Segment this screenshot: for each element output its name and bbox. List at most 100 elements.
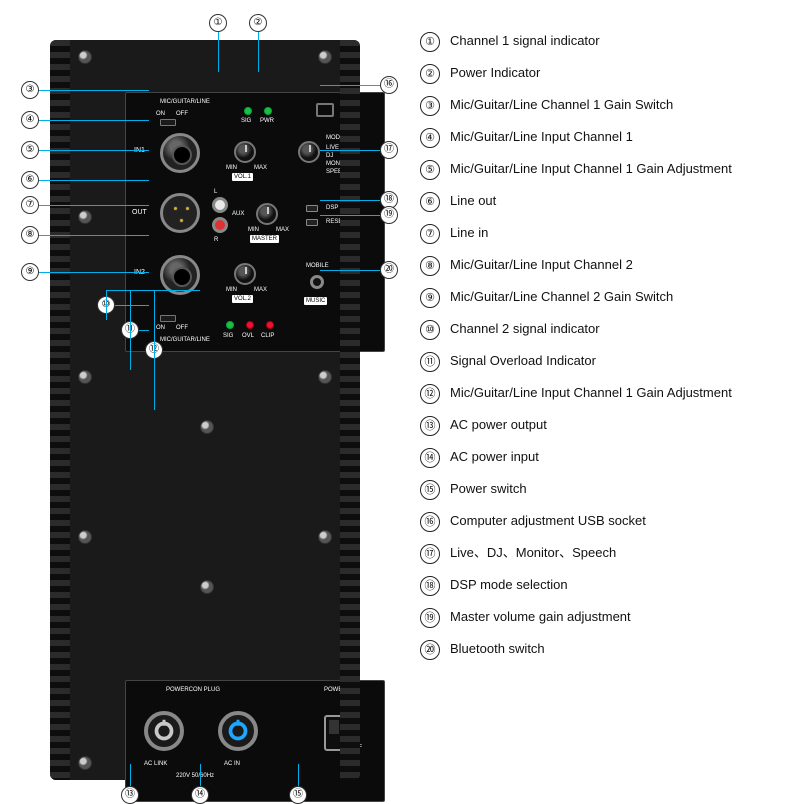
legend-text: Mic/Guitar/Line Channel 2 Gain Switch xyxy=(450,288,780,303)
power-panel: POWERCON PLUG POWER AC LINK AC IN 220V 5… xyxy=(125,680,385,802)
legend-text: Line in xyxy=(450,224,780,239)
legend-number: ⑧ xyxy=(420,256,440,276)
legend-row: ② Power Indicator xyxy=(420,64,780,84)
legend-row: ③ Mic/Guitar/Line Channel 1 Gain Switch xyxy=(420,96,780,116)
legend-row: ⑮Power switch xyxy=(420,480,780,500)
gain-switch-1 xyxy=(160,119,176,126)
gain-switch-2 xyxy=(160,315,176,322)
reset-button xyxy=(306,219,318,226)
legend-row: ⑩Channel 2 signal indicator xyxy=(420,320,780,340)
ovl-led xyxy=(246,321,254,329)
legend-row: ④Mic/Guitar/Line Input Channel 1 xyxy=(420,128,780,148)
legend-number: ⑫ xyxy=(420,384,440,404)
leader-line xyxy=(258,32,259,72)
legend-text: Bluetooth switch xyxy=(450,640,780,655)
callout-number: ⑯ xyxy=(380,76,398,94)
legend-text: Channel 1 signal indicator xyxy=(450,32,780,47)
leader-line xyxy=(39,205,149,206)
legend-number: ⑰ xyxy=(420,544,440,564)
callout-number: ⑭ xyxy=(191,786,209,804)
leader-line xyxy=(39,150,149,151)
legend-text: AC power output xyxy=(450,416,780,431)
callout-number: ⑬ xyxy=(121,786,139,804)
legend-text: Mic/Guitar/Line Input Channel 1 Gain Adj… xyxy=(450,160,780,175)
leader-line xyxy=(39,120,149,121)
legend-number: ⑯ xyxy=(420,512,440,532)
legend-text: AC power input xyxy=(450,448,780,463)
leader-line xyxy=(154,350,155,410)
legend-row: ⑳ Bluetooth switch xyxy=(420,640,780,660)
leader-line xyxy=(115,305,149,306)
leader-line xyxy=(39,90,149,91)
leader-line xyxy=(39,272,149,273)
legend-number: ⑲ xyxy=(420,608,440,628)
legend-text: Mic/Guitar/Line Input Channel 2 xyxy=(450,256,780,271)
legend-text: Power Indicator xyxy=(450,64,780,79)
legend-text: Mic/Guitar/Line Channel 1 Gain Switch xyxy=(450,96,780,111)
legend-row: ⑦ Line in xyxy=(420,224,780,244)
leader-line xyxy=(320,215,380,216)
leader-line xyxy=(320,270,380,271)
legend-row: ⑬ AC power output xyxy=(420,416,780,436)
legend-row: ⑧ Mic/Guitar/Line Input Channel 2 xyxy=(420,256,780,276)
sig1-led xyxy=(244,107,252,115)
legend-number: ② xyxy=(420,64,440,84)
leader-line xyxy=(106,290,107,305)
callout-number: ② xyxy=(249,14,267,32)
legend-number: ⑳ xyxy=(420,640,440,660)
usb-socket xyxy=(316,103,334,117)
legend-number: ① xyxy=(420,32,440,52)
callout-number: ⑨ xyxy=(21,263,39,281)
control-panel-top: MIC/GUITAR/LINE ON OFF SIG PWR DSP TO PC… xyxy=(125,92,385,352)
legend-text: Power switch xyxy=(450,480,780,495)
callout-number: ⑦ xyxy=(21,196,39,214)
legend-row: ⑰ Live、DJ、Monitor、Speech xyxy=(420,544,780,564)
legend-text: Computer adjustment USB socket xyxy=(450,512,780,527)
leader-line xyxy=(320,200,380,201)
line-out-xlr xyxy=(160,193,200,233)
vol1-knob xyxy=(234,141,256,163)
ac-in xyxy=(218,711,258,751)
callout-number: ③ xyxy=(21,81,39,99)
legend-row: ⑫Mic/Guitar/Line Input Channel 1 Gain Ad… xyxy=(420,384,780,404)
aux-l-rca xyxy=(212,197,228,213)
legend-row: ⑱ DSP mode selection xyxy=(420,576,780,596)
leader-line xyxy=(200,764,201,786)
input-2-combo xyxy=(160,255,200,295)
legend-number: ⑨ xyxy=(420,288,440,308)
leader-line xyxy=(139,330,149,331)
aux-r-rca xyxy=(212,217,228,233)
legend-row: ⑥Line out xyxy=(420,192,780,212)
legend-text: Mic/Guitar/Line Input Channel 1 xyxy=(450,128,780,143)
legend-number: ③ xyxy=(420,96,440,116)
amp-plate: MIC/GUITAR/LINE ON OFF SIG PWR DSP TO PC… xyxy=(50,40,360,780)
mode-knob xyxy=(298,141,320,163)
legend-number: ⑬ xyxy=(420,416,440,436)
leader-line xyxy=(39,180,149,181)
legend-number: ⑱ xyxy=(420,576,440,596)
master-knob xyxy=(256,203,278,225)
leader-line xyxy=(106,305,107,320)
legend-text: DSP mode selection xyxy=(450,576,780,591)
bluetooth-jack xyxy=(310,275,324,289)
legend-text: Live、DJ、Monitor、Speech xyxy=(450,544,780,559)
legend-row: ⑨ Mic/Guitar/Line Channel 2 Gain Switch xyxy=(420,288,780,308)
callout-number: ⑧ xyxy=(21,226,39,244)
legend-number: ⑭ xyxy=(420,448,440,468)
legend-text: Line out xyxy=(450,192,780,207)
legend-number: ⑦ xyxy=(420,224,440,244)
callout-number: ⑮ xyxy=(289,786,307,804)
callout-number: ⑤ xyxy=(21,141,39,159)
leader-line xyxy=(320,150,380,151)
power-switch xyxy=(324,715,344,751)
callout-number: ⑥ xyxy=(21,171,39,189)
legend-row: ⑭ AC power input xyxy=(420,448,780,468)
leader-line xyxy=(130,764,131,786)
leader-line xyxy=(130,290,131,330)
legend-row: ① Channel 1 signal indicator xyxy=(420,32,780,52)
leader-line xyxy=(130,330,131,370)
figure-root: MIC/GUITAR/LINE ON OFF SIG PWR DSP TO PC… xyxy=(0,0,800,800)
leader-line xyxy=(39,235,149,236)
legend-number: ⑪ xyxy=(420,352,440,372)
sig2-led xyxy=(226,321,234,329)
